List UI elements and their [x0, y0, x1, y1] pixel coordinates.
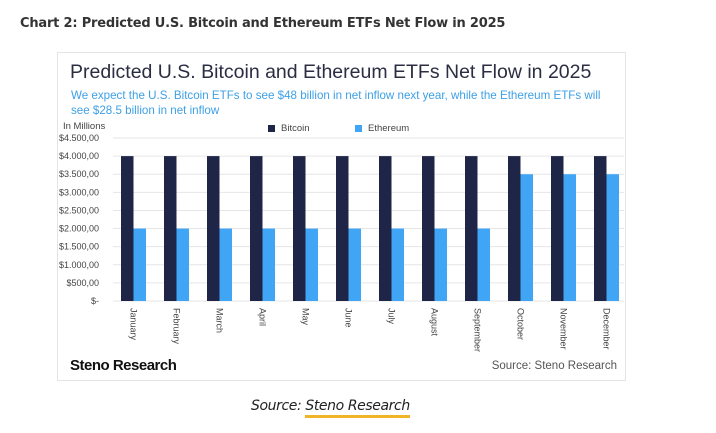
x-tick-label: October [516, 308, 526, 340]
bar-bitcoin-february [164, 156, 177, 301]
x-tick-label: May [301, 308, 311, 326]
bar-bitcoin-april [250, 156, 263, 301]
bar-ethereum-november [563, 174, 576, 301]
bar-ethereum-october [520, 174, 533, 301]
x-tick-label: April [258, 308, 268, 326]
caption-prefix: Source: [251, 398, 306, 414]
y-axis-unit-label: In Millions [63, 121, 106, 132]
x-tick-label: December [602, 308, 612, 350]
bar-bitcoin-september [465, 156, 478, 301]
y-tick-label: $1.500,00 [59, 242, 99, 252]
bar-bitcoin-july [379, 156, 392, 301]
legend-label-bitcoin: Bitcoin [281, 123, 310, 134]
bar-ethereum-december [606, 174, 619, 301]
x-tick-label: February [172, 308, 182, 345]
y-tick-label: $- [91, 296, 99, 306]
x-tick-label: June [344, 308, 354, 328]
caption: Source: Steno Research [251, 398, 410, 418]
bar-ethereum-march [219, 228, 232, 301]
caption-source-link[interactable]: Steno Research [305, 398, 410, 418]
y-tick-label: $1.000,00 [59, 260, 99, 270]
bar-ethereum-august [434, 228, 447, 301]
x-tick-label: July [387, 308, 397, 325]
x-tick-label: November [559, 308, 569, 350]
bar-bitcoin-june [336, 156, 349, 301]
chart-source: Source: Steno Research [491, 360, 617, 372]
y-tick-label: $3.000,00 [59, 187, 99, 197]
y-tick-label: $3.500,00 [59, 169, 99, 179]
bar-ethereum-july [391, 228, 404, 301]
x-tick-label: September [473, 308, 483, 352]
bar-bitcoin-december [594, 156, 607, 301]
y-tick-label: $500,00 [66, 278, 99, 288]
bar-bitcoin-january [121, 156, 134, 301]
page-heading: Chart 2: Predicted U.S. Bitcoin and Ethe… [20, 16, 506, 31]
steno-research-logo: Steno Research [70, 357, 177, 374]
legend-label-ethereum: Ethereum [368, 123, 410, 134]
y-tick-label: $2.500,00 [59, 205, 99, 215]
bar-ethereum-may [305, 228, 318, 301]
bar-bitcoin-october [508, 156, 521, 301]
legend-swatch-bitcoin [268, 125, 275, 132]
bar-ethereum-september [477, 228, 490, 301]
bar-ethereum-february [176, 228, 189, 301]
bar-bitcoin-march [207, 156, 220, 301]
x-tick-label: January [129, 308, 139, 341]
legend-item-ethereum: Ethereum [355, 123, 409, 134]
chart-title: Predicted U.S. Bitcoin and Ethereum ETFs… [70, 61, 592, 83]
y-tick-label: $4.500,00 [59, 133, 99, 143]
y-tick-label: $4.000,00 [59, 151, 99, 161]
bar-ethereum-april [262, 228, 275, 301]
bar-bitcoin-november [551, 156, 564, 301]
y-tick-label: $2.000,00 [59, 224, 99, 234]
bar-ethereum-january [133, 228, 146, 301]
legend-item-bitcoin: Bitcoin [268, 123, 310, 134]
legend-swatch-ethereum [355, 125, 362, 132]
x-tick-label: August [430, 308, 440, 337]
chart-subtitle: We expect the U.S. Bitcoin ETFs to see $… [71, 89, 601, 117]
bar-bitcoin-may [293, 156, 306, 301]
bar-bitcoin-august [422, 156, 435, 301]
bar-ethereum-june [348, 228, 361, 301]
x-tick-label: March [215, 308, 225, 333]
